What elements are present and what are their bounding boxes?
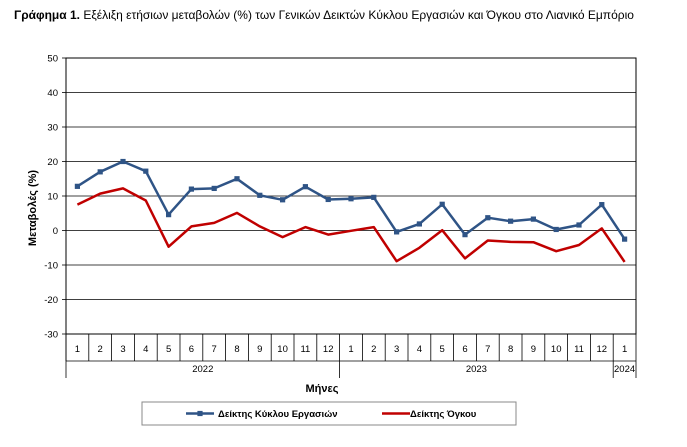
data-point-series-1 [599,202,605,208]
x-tick-label-month: 12 [323,344,334,355]
x-tick-label-year: 2023 [466,364,487,375]
data-point-series-1 [234,176,240,182]
legend-box [141,401,517,426]
y-tick-label: 40 [47,88,58,99]
x-tick-label-month: 6 [189,344,194,355]
x-tick-label-month: 4 [417,344,422,355]
x-tick-label-month: 2 [371,344,376,355]
chart-title-text: Εξέλιξη ετήσιων μεταβολών (%) των Γενικώ… [83,8,634,22]
x-tick-label-month: 3 [120,344,125,355]
data-point-series-1 [439,201,445,207]
x-axis-label: Μήνες [306,383,339,395]
x-tick-label-month: 9 [257,344,262,355]
x-tick-label-month: 6 [462,344,467,355]
x-tick-label-month: 2 [98,344,103,355]
y-tick-label: -20 [44,295,58,306]
data-point-series-1 [188,186,194,192]
data-point-series-1 [97,169,103,175]
data-point-series-1 [143,168,149,174]
x-tick-label-month: 11 [574,344,584,355]
data-point-series-1 [280,197,286,203]
x-tick-label-month: 1 [622,344,627,355]
data-point-series-1 [120,158,126,165]
data-point-series-1 [325,196,331,203]
x-tick-label-month: 8 [508,344,513,355]
x-tick-label-year: 2024 [614,364,635,375]
data-point-series-1 [530,216,536,222]
x-tick-label-month: 10 [551,344,562,355]
data-point-series-1 [302,184,308,190]
y-tick-label: 0 [53,226,58,237]
series-line-2 [76,187,626,263]
data-point-series-1 [553,226,559,233]
legend-label-1: Δείκτης Κύκλου Εργασιών [218,409,338,420]
data-point-series-1 [576,222,582,228]
data-point-series-1 [462,232,468,238]
x-tick-label-month: 5 [166,344,171,355]
data-point-series-1 [416,221,422,227]
data-point-series-1 [508,218,514,224]
y-tick-label: -30 [44,330,58,341]
legend: Δείκτης Κύκλου Εργασιών Δείκτης Όγκου [141,401,517,426]
y-tick-label: 50 [47,54,58,65]
chart-title: Γράφημα 1. Εξέλιξη ετήσιων μεταβολών (%)… [14,8,684,22]
legend-marker-1 [197,410,203,417]
x-tick-label-month: 1 [348,344,353,355]
x-tick-label-month: 12 [597,344,608,355]
data-point-series-1 [394,229,400,235]
x-tick-label-month: 4 [143,344,148,355]
x-tick-label-month: 3 [394,344,399,355]
y-tick-label: 20 [47,157,58,168]
x-tick-label-month: 5 [440,344,445,355]
data-point-series-1 [166,212,172,218]
data-point-series-1 [257,192,263,198]
x-tick-label-month: 9 [531,344,536,355]
data-point-series-1 [622,236,628,242]
data-point-series-1 [348,196,354,202]
data-point-series-1 [74,183,80,189]
data-point-series-1 [371,194,377,200]
legend-label-2: Δείκτης Όγκου [410,409,477,420]
data-point-series-1 [485,215,491,221]
x-tick-label-month: 8 [234,344,239,355]
x-tick-label-month: 11 [300,344,310,355]
x-tick-label-month: 7 [212,344,217,355]
x-tick-label-month: 7 [485,344,490,355]
y-tick-label: 30 [47,123,58,134]
x-tick-label-year: 2022 [192,364,213,375]
data-point-series-1 [211,185,217,192]
y-axis-label: Μεταβολές (%) [27,170,39,246]
x-tick-label-month: 10 [277,344,288,355]
x-tick-label-month: 1 [75,344,80,355]
y-tick-label: 10 [47,192,58,203]
chart-title-prefix: Γράφημα 1. [14,8,80,22]
y-tick-label: -10 [44,261,58,272]
